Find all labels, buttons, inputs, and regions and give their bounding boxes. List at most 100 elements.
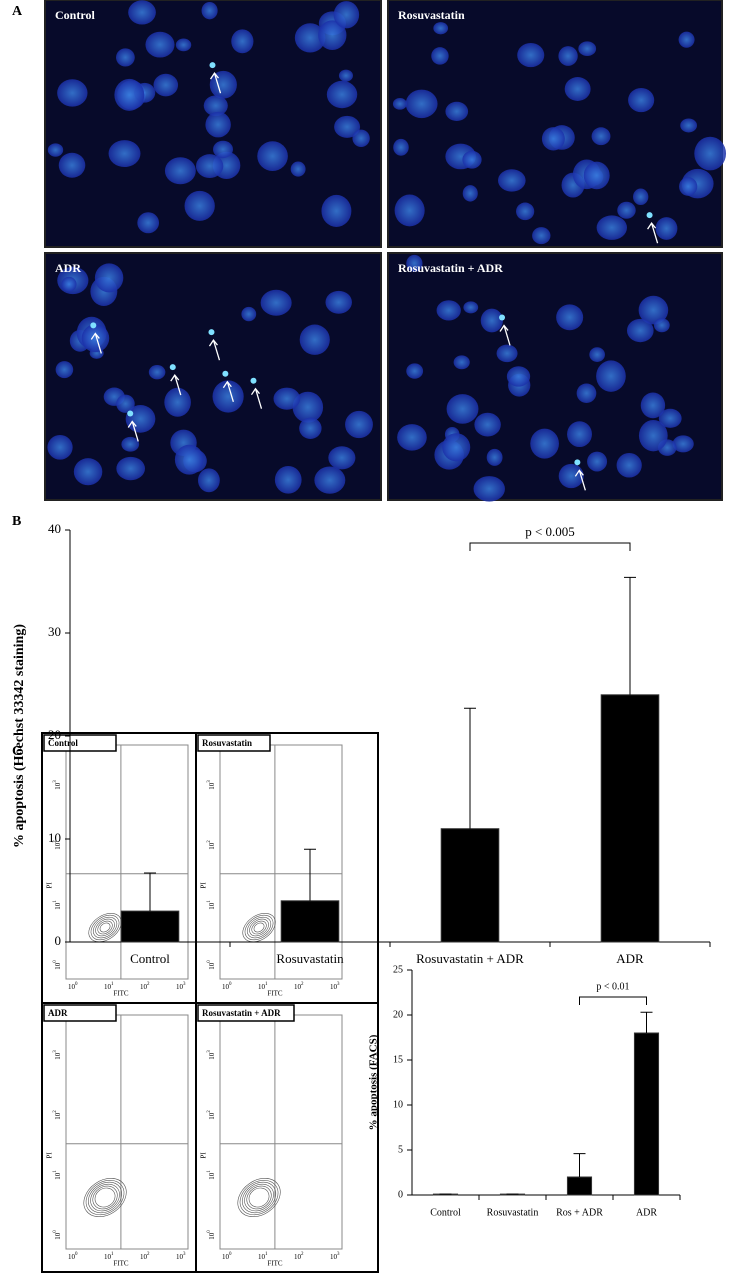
nucleus — [47, 143, 64, 157]
y-tick-label: 103 — [207, 1050, 215, 1060]
nucleus — [174, 444, 204, 475]
arrow — [250, 387, 263, 409]
x-tick-label: 101 — [104, 982, 114, 990]
apoptotic-body — [222, 370, 229, 377]
y-axis-label: PI — [46, 882, 54, 889]
nucleus — [334, 115, 361, 138]
contour — [99, 922, 111, 933]
tick-exp: 1 — [111, 982, 114, 987]
nucleus — [463, 301, 479, 314]
contour — [88, 1181, 123, 1214]
facs-label-box — [197, 1004, 295, 1022]
tick-base: 10 — [294, 983, 302, 991]
nucleus — [328, 446, 356, 470]
tick-base: 10 — [104, 983, 112, 991]
x-tick-label: 103 — [330, 982, 340, 990]
tick-base: 10 — [176, 1253, 184, 1261]
facs-plot — [65, 744, 189, 980]
x-tick-label: 103 — [176, 982, 186, 990]
nucleus — [672, 435, 694, 453]
nucleus — [678, 31, 695, 48]
tick-base: 10 — [104, 1253, 112, 1261]
x-tick-label: 100 — [222, 1252, 232, 1260]
nucleus — [231, 29, 254, 54]
arrow — [90, 332, 102, 354]
tick-exp: 3 — [183, 1252, 186, 1257]
tick-base: 10 — [294, 1253, 302, 1261]
nucleus — [397, 424, 427, 451]
tick-base: 10 — [54, 782, 62, 790]
x-tick-label: ADR — [636, 1207, 657, 1218]
nucleus — [626, 318, 654, 343]
tick-base: 10 — [208, 902, 216, 910]
nucleus — [73, 458, 103, 486]
apoptotic-body — [574, 459, 581, 466]
nucleus — [591, 127, 611, 146]
facs-label-box — [43, 734, 117, 752]
nucleus — [345, 410, 373, 439]
x-tick-label: 100 — [68, 982, 78, 990]
tick-base: 10 — [208, 1172, 216, 1180]
error-bar — [464, 707, 476, 829]
nucleus — [148, 364, 166, 380]
contour — [249, 918, 269, 937]
nucleus — [128, 0, 156, 25]
tick-base: 10 — [222, 983, 230, 991]
nucleus — [653, 318, 670, 333]
y-tick-label: 101 — [53, 900, 61, 910]
tick-exp: 3 — [207, 780, 212, 783]
apoptotic-body — [209, 62, 216, 69]
nucleus — [633, 188, 649, 206]
nucleus — [392, 98, 407, 110]
x-tick-label: Control — [130, 951, 170, 966]
tick-base: 10 — [54, 962, 62, 970]
nucleus — [462, 185, 478, 202]
nucleus — [558, 46, 578, 66]
error-bar — [573, 1153, 586, 1177]
tick-exp: 0 — [75, 982, 78, 987]
tick-exp: 1 — [53, 900, 58, 903]
tick-base: 10 — [68, 1253, 76, 1261]
nucleus — [260, 289, 292, 316]
nucleus — [55, 361, 74, 379]
y-tick-label: 10 — [48, 830, 61, 845]
tick-base: 10 — [54, 1112, 62, 1120]
nucleus — [680, 118, 697, 133]
tick-exp: 1 — [207, 900, 212, 903]
nucleus — [433, 22, 449, 35]
nucleus — [47, 434, 73, 460]
nucleus — [333, 1, 360, 29]
annotation: p < 0.01 — [596, 981, 629, 992]
nucleus — [436, 300, 461, 321]
tick-base: 10 — [68, 983, 76, 991]
nucleus — [530, 428, 559, 459]
facs-label: ADR — [48, 1008, 68, 1018]
y-tick-label: 102 — [207, 840, 215, 850]
nucleus — [564, 77, 591, 101]
y-tick-label: 101 — [53, 1170, 61, 1180]
apoptotic-body — [646, 212, 653, 219]
nucleus — [325, 290, 352, 314]
y-tick-label: 20 — [48, 727, 61, 742]
nucleus — [567, 421, 592, 448]
y-tick-label: 10 — [393, 1099, 403, 1110]
tick-exp: 1 — [265, 982, 268, 987]
nucleus — [213, 140, 233, 159]
nucleus — [57, 79, 88, 107]
tick-base: 10 — [140, 1253, 148, 1261]
arrow — [208, 339, 221, 361]
significance-bracket — [579, 996, 647, 1005]
nucleus — [292, 391, 324, 423]
nucleus — [406, 363, 424, 379]
nucleus — [338, 69, 353, 82]
contour — [95, 918, 115, 937]
nucleus — [137, 212, 160, 234]
nucleus — [290, 161, 306, 177]
nucleus — [556, 304, 584, 331]
significance-bracket — [469, 542, 631, 551]
nucleus — [145, 31, 175, 58]
tick-exp: 2 — [301, 1252, 304, 1257]
x-tick-label: Ros + ADR — [556, 1207, 603, 1218]
apoptotic-body — [250, 377, 257, 384]
